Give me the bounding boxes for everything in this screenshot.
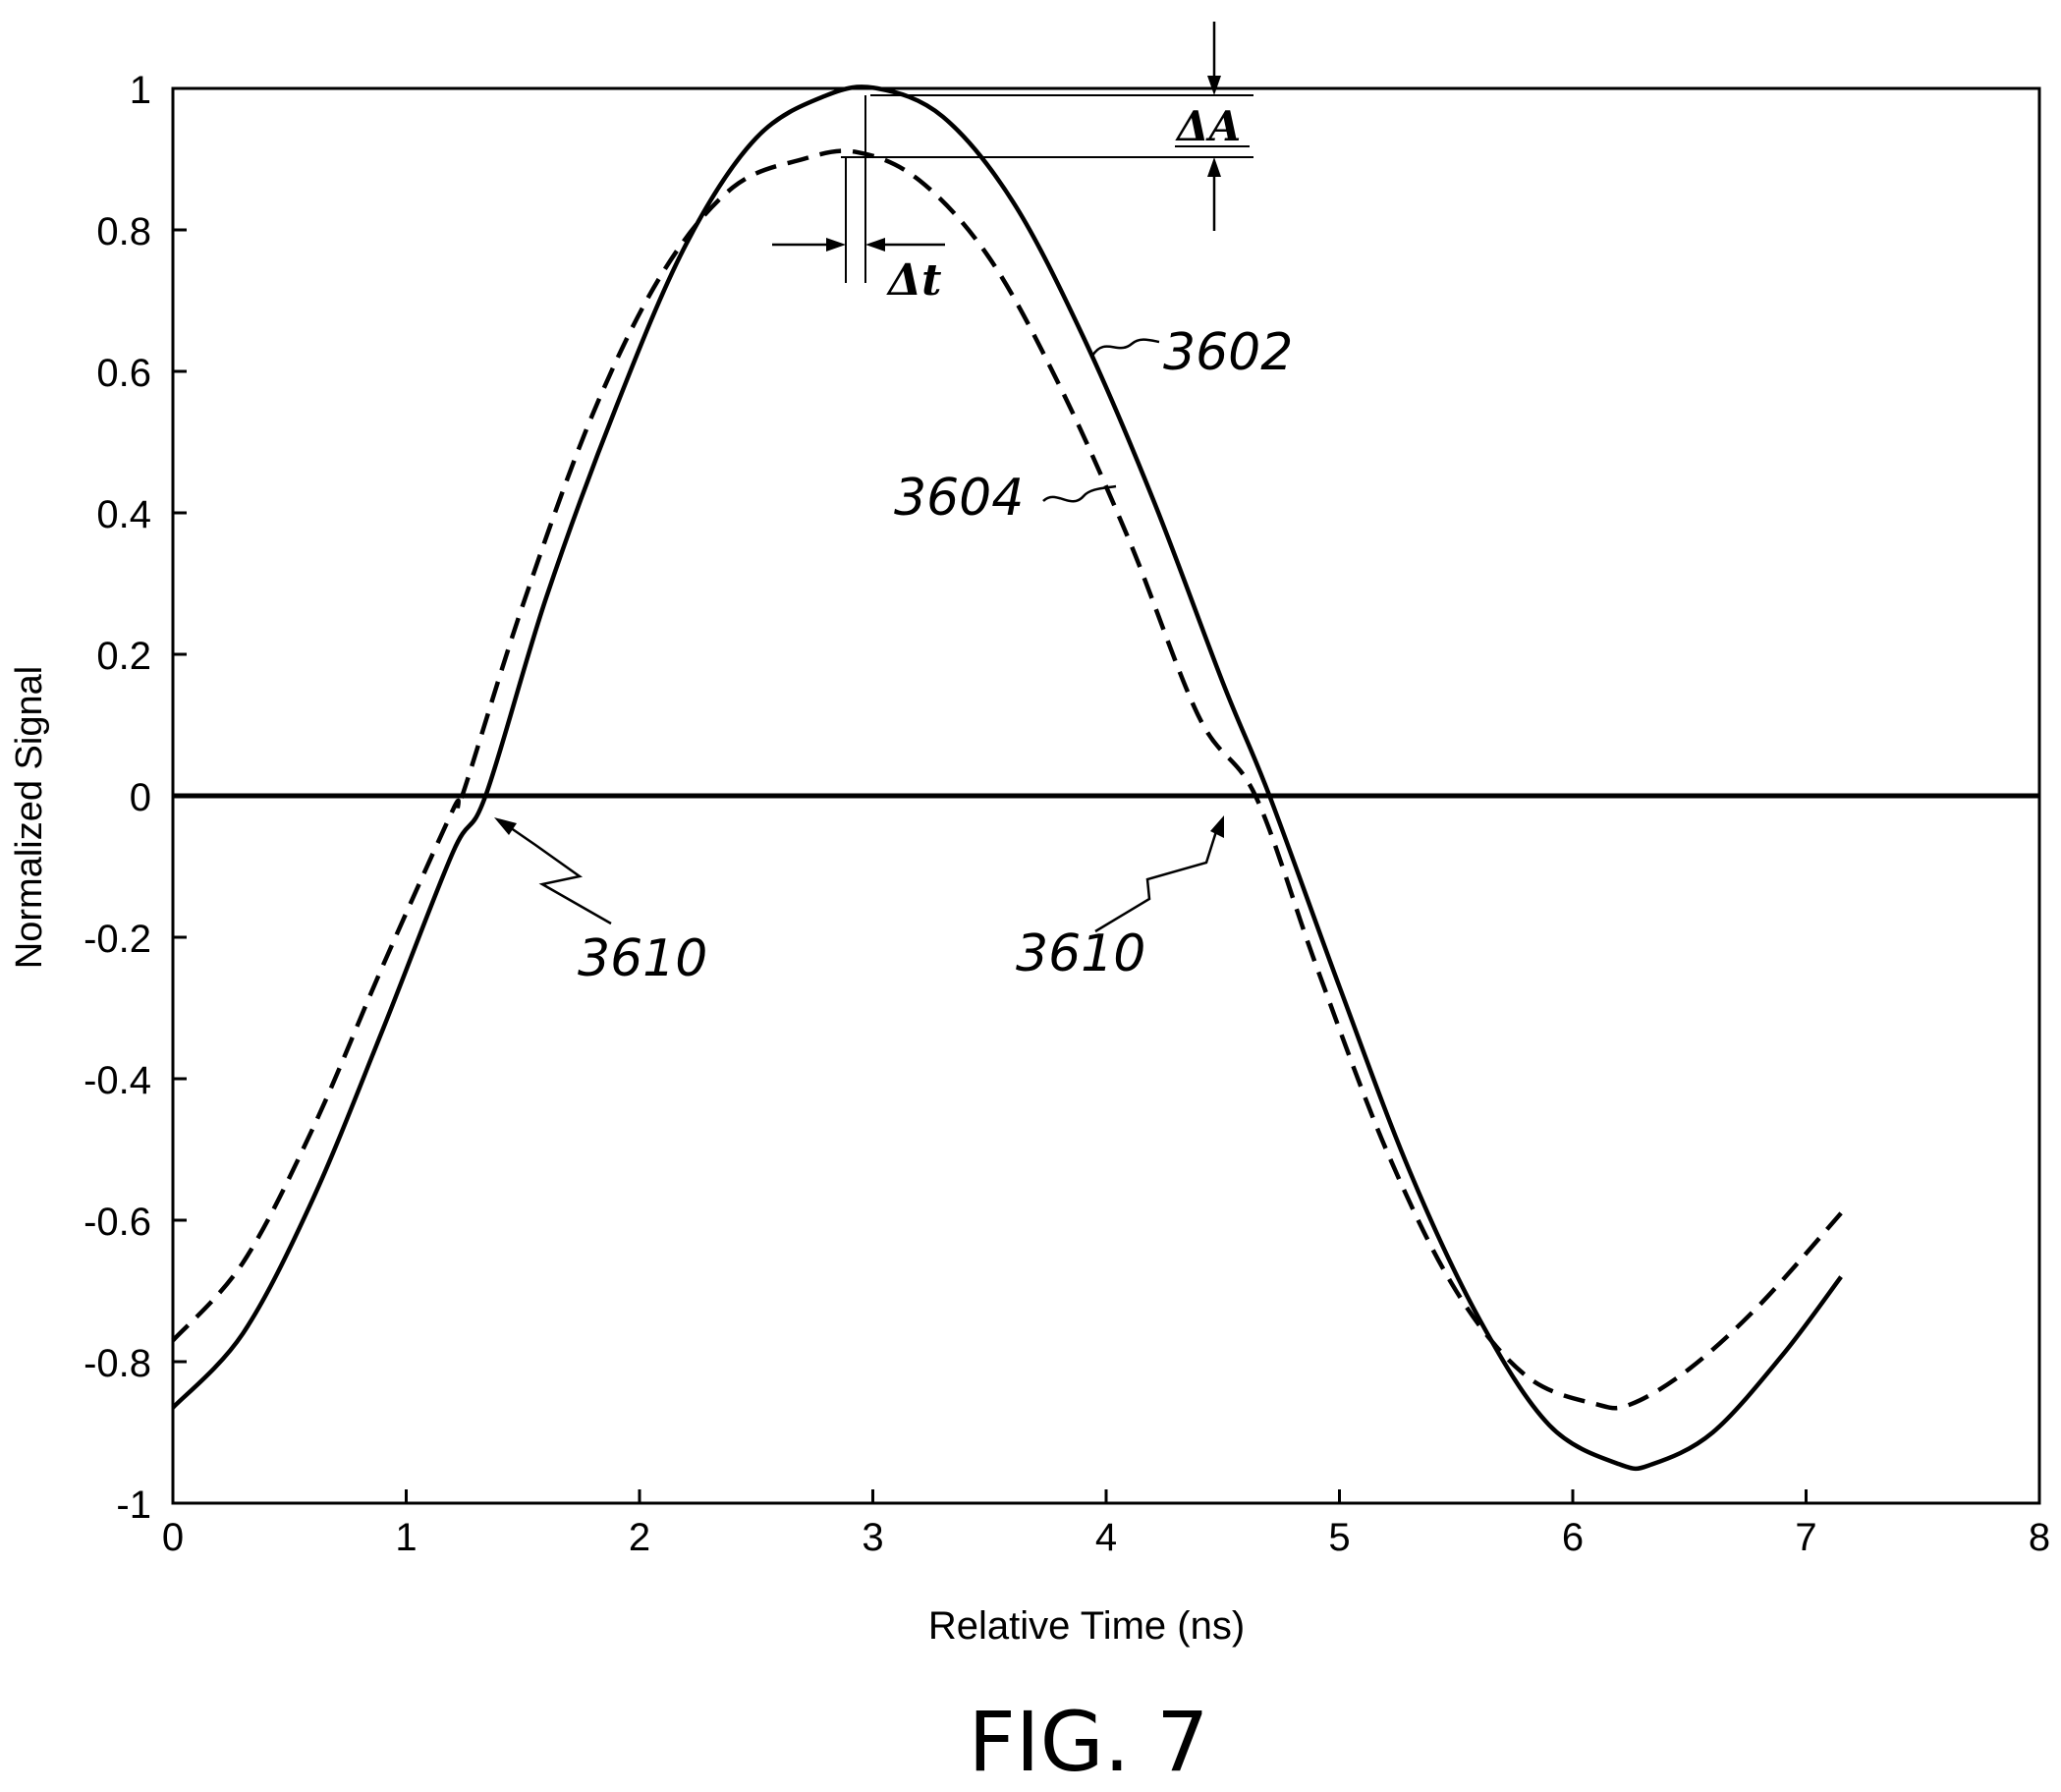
x-axis-ticks: 0 1 2 3 4 5 6 7 8 <box>162 1489 2050 1559</box>
leader-3610-right <box>1094 824 1220 933</box>
leader-3610-left <box>503 821 612 925</box>
x-tick-label: 6 <box>1562 1516 1584 1559</box>
x-tick-label: 2 <box>629 1516 650 1559</box>
delta-a-arrow-top-head <box>1207 76 1221 95</box>
y-tick-label: 0.2 <box>96 635 151 678</box>
y-tick-label: -0.6 <box>84 1201 151 1244</box>
y-tick-label: 0.6 <box>96 352 151 395</box>
figure-label: FIG. 7 <box>968 1694 1208 1790</box>
delta-t-label: Δt <box>886 255 941 306</box>
series-layer <box>171 84 1843 1472</box>
y-axis-ticks: 1 0.8 0.6 0.4 0.2 0 -0.2 -0.4 -0.6 -0.8 -1 <box>84 69 187 1527</box>
crossing-label-right: 3610 <box>1016 924 1145 983</box>
y-tick-label: 0 <box>130 776 151 819</box>
series-3604-label: 3604 <box>894 469 1024 528</box>
y-tick-label: 0.4 <box>96 493 151 536</box>
y-tick-label: 0.8 <box>96 210 151 253</box>
y-tick-label: 1 <box>130 69 151 112</box>
x-tick-label: 0 <box>162 1516 184 1559</box>
delta-t-arrow-right-head <box>865 238 885 252</box>
x-tick-label: 4 <box>1095 1516 1117 1559</box>
series-3602-label: 3602 <box>1163 323 1293 382</box>
delta-a-label: ΔA <box>1175 102 1241 150</box>
y-tick-label: -0.4 <box>84 1059 151 1102</box>
x-axis-label: Relative Time (ns) <box>928 1604 1245 1648</box>
y-tick-label: -0.2 <box>84 918 151 961</box>
y-tick-label: -1 <box>116 1484 151 1527</box>
x-tick-label: 5 <box>1328 1516 1350 1559</box>
x-tick-label: 8 <box>2029 1516 2050 1559</box>
x-tick-label: 7 <box>1795 1516 1816 1559</box>
series-line-3604 <box>171 148 1843 1411</box>
leader-3610-left-head <box>494 817 517 835</box>
x-tick-label: 1 <box>395 1516 417 1559</box>
leader-3610-right-head <box>1210 815 1224 838</box>
delta-a-arrow-bottom-head <box>1207 157 1221 177</box>
plot-frame <box>171 86 2041 1505</box>
annotation-layer: ΔA Δt 3602 3604 3610 3610 <box>494 22 1293 988</box>
leader-3604 <box>1042 484 1117 503</box>
crossing-label-left: 3610 <box>578 929 707 988</box>
y-axis-label: Normalized Signal <box>9 666 50 969</box>
y-tick-label: -0.8 <box>84 1342 151 1385</box>
x-tick-label: 3 <box>862 1516 883 1559</box>
delta-t-arrow-left-head <box>826 238 846 252</box>
leader-3602 <box>1090 338 1160 357</box>
series-line-3602 <box>171 84 1843 1472</box>
